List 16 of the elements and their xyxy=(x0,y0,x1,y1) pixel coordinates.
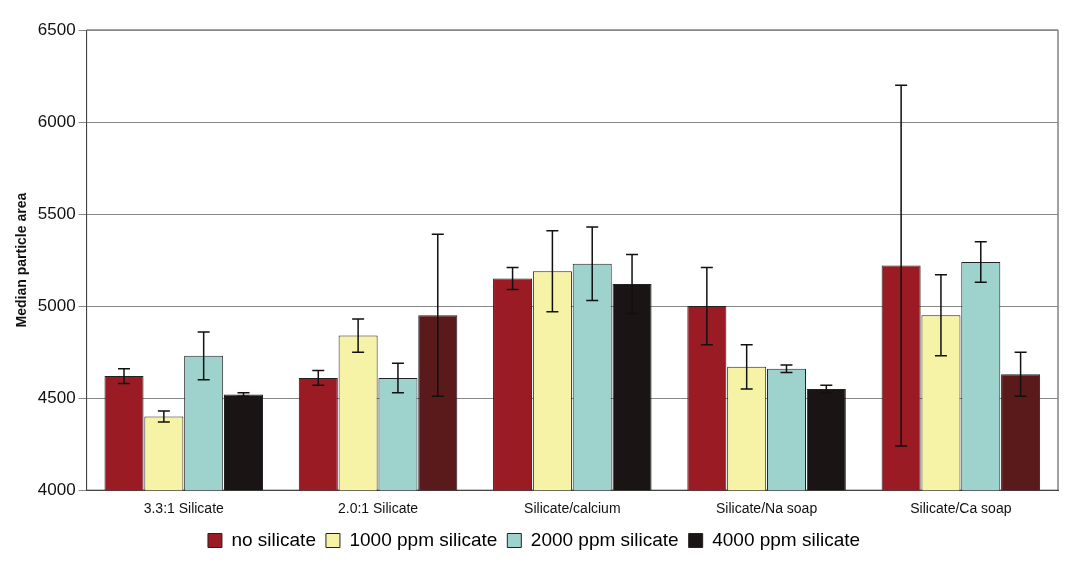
x-tick-label: 3.3:1 Silicate xyxy=(143,500,225,517)
legend-label: 4000 ppm silicate xyxy=(712,528,861,550)
y-tick-label: 5500 xyxy=(37,203,76,223)
y-tick-label: 6500 xyxy=(37,19,76,39)
y-axis-title: Median particle area xyxy=(13,192,30,328)
x-tick-label: 2.0:1 Silicate xyxy=(337,500,419,517)
y-tick-label: 6000 xyxy=(37,111,76,131)
legend-label: no silicate xyxy=(231,528,316,550)
y-tick-label: 4000 xyxy=(37,479,76,499)
legend-label: 1000 ppm silicate xyxy=(349,528,498,550)
x-tick-label: Silicate/Na soap xyxy=(716,500,818,517)
y-tick-label: 5000 xyxy=(37,295,76,315)
x-tick-label: Silicate/calcium xyxy=(524,500,621,517)
y-tick-label: 4500 xyxy=(37,387,76,407)
x-tick-label: Silicate/Ca soap xyxy=(910,500,1012,517)
legend-label: 2000 ppm silicate xyxy=(530,528,679,550)
